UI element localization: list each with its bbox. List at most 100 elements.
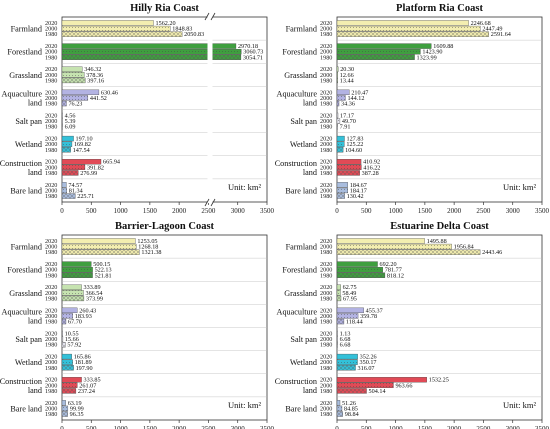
bar-hatch xyxy=(62,336,63,342)
value-label: 6.68 xyxy=(340,336,351,343)
value-label: 333.85 xyxy=(84,377,101,384)
year-label: 2000 xyxy=(45,244,57,251)
category-label: Farmland xyxy=(11,25,42,34)
x-tick-label: 0 xyxy=(335,207,339,215)
x-tick-label: 3000 xyxy=(506,207,521,215)
year-label: 2020 xyxy=(320,182,332,189)
chart-title: Barrier-Lagoon Coast xyxy=(115,221,215,232)
category-label: land xyxy=(28,316,42,325)
bar-hatch xyxy=(62,54,241,60)
bar-hatch xyxy=(62,101,67,107)
bar-hatch xyxy=(337,411,343,417)
category-label: Construction xyxy=(0,159,42,168)
year-label: 2020 xyxy=(320,66,332,73)
bar-hatch xyxy=(62,295,84,301)
value-label: 118.44 xyxy=(346,319,363,326)
year-label: 1980 xyxy=(320,147,332,154)
category-label: land xyxy=(303,316,317,325)
value-label: 63.19 xyxy=(68,400,82,407)
x-tick-label: 1500 xyxy=(418,207,433,215)
bar xyxy=(336,43,432,49)
category-label: land xyxy=(303,98,317,107)
bar-hatch xyxy=(337,26,481,32)
year-label: 2000 xyxy=(320,118,332,125)
value-label: 410.92 xyxy=(363,159,380,166)
bar-hatch xyxy=(337,319,344,325)
value-label: 181.89 xyxy=(75,359,92,366)
value-label: 1268.18 xyxy=(138,244,158,251)
category-label: Aquaculture xyxy=(2,89,43,98)
value-label: 2447.49 xyxy=(482,26,502,33)
year-label: 2000 xyxy=(320,49,332,56)
bar-hatch xyxy=(337,267,383,273)
value-label: 1956.84 xyxy=(454,244,474,251)
x-tick-label: 500 xyxy=(361,207,372,215)
bar-hatch xyxy=(337,382,394,388)
year-label: 2000 xyxy=(320,187,332,194)
year-label: 1980 xyxy=(45,170,57,177)
bar-hatch xyxy=(62,244,137,250)
year-label: 1980 xyxy=(45,147,57,154)
bar-hatch xyxy=(62,72,85,78)
value-label: 455.37 xyxy=(366,307,383,314)
year-label: 2020 xyxy=(320,159,332,166)
value-label: 2443.46 xyxy=(482,249,502,256)
bar-hatch xyxy=(337,95,346,101)
year-label: 2000 xyxy=(45,49,57,56)
category-label: Forestland xyxy=(7,266,42,275)
value-label: 373.99 xyxy=(86,295,103,302)
bar-hatch xyxy=(62,359,73,365)
bar-hatch xyxy=(337,272,385,278)
year-label: 1980 xyxy=(320,411,332,418)
value-label: 1.13 xyxy=(340,330,351,337)
year-label: 2000 xyxy=(45,405,57,412)
year-label: 2000 xyxy=(320,359,332,366)
bar xyxy=(61,159,102,165)
value-label: 350.17 xyxy=(360,359,377,366)
x-tick-label: 500 xyxy=(361,425,372,429)
bar xyxy=(61,20,154,26)
year-label: 1980 xyxy=(45,319,57,326)
year-label: 2020 xyxy=(45,159,57,166)
year-label: 2020 xyxy=(45,284,57,291)
value-label: 391.82 xyxy=(87,164,104,171)
year-label: 1980 xyxy=(320,77,332,84)
year-label: 2020 xyxy=(45,182,57,189)
bar-hatch xyxy=(62,382,78,388)
x-tick-label: 1000 xyxy=(114,207,129,215)
bar-hatch xyxy=(62,342,66,348)
value-label: 387.28 xyxy=(362,170,379,177)
year-label: 2000 xyxy=(320,164,332,171)
x-tick-label: 1000 xyxy=(389,207,404,215)
x-tick-label: 1500 xyxy=(143,425,158,429)
value-label: 7.91 xyxy=(340,124,351,131)
value-label: 2050.83 xyxy=(184,31,204,38)
bar xyxy=(336,112,339,119)
bar-hatch xyxy=(62,31,183,37)
bar xyxy=(61,400,66,406)
axis-break-mark xyxy=(210,12,216,21)
chart-title: Platform Ria Coast xyxy=(396,3,483,14)
bar-hatch xyxy=(62,319,66,325)
category-label: Aquaculture xyxy=(277,307,318,316)
year-label: 2020 xyxy=(45,377,57,384)
year-label: 2020 xyxy=(320,43,332,50)
value-label: 1848.83 xyxy=(172,26,192,33)
bar-hatch xyxy=(337,49,421,55)
category-label: Bare land xyxy=(10,186,42,195)
year-label: 1980 xyxy=(45,272,57,279)
bar-hatch xyxy=(337,118,340,124)
year-label: 2000 xyxy=(45,359,57,366)
category-label: Farmland xyxy=(286,25,317,34)
year-label: 1980 xyxy=(320,272,332,279)
x-tick-label: 500 xyxy=(86,207,97,215)
x-tick-label: 3500 xyxy=(535,425,550,429)
value-label: 184.67 xyxy=(350,182,367,189)
value-label: 5.39 xyxy=(65,118,76,125)
year-label: 1980 xyxy=(45,388,57,395)
value-label: 1323.99 xyxy=(417,54,437,61)
